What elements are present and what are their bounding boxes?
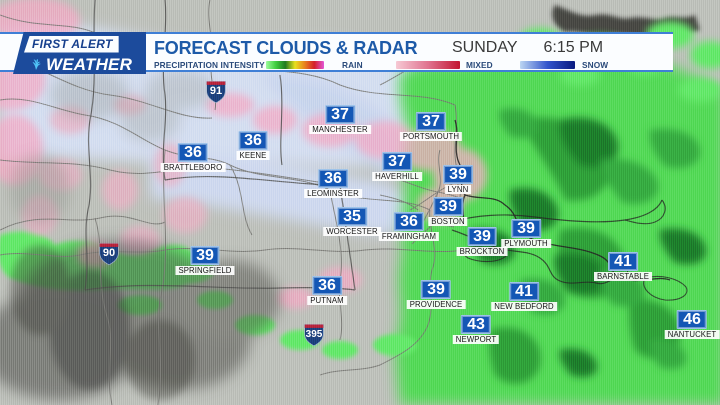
- svg-text:395: 395: [306, 329, 323, 340]
- svg-text:90: 90: [103, 247, 115, 259]
- svg-text:91: 91: [210, 85, 222, 97]
